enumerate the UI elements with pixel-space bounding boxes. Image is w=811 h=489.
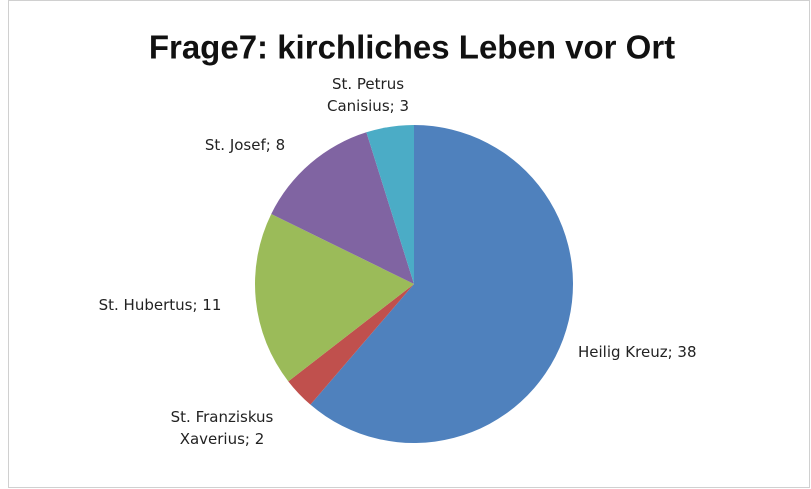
pie-slice <box>254 213 414 382</box>
pie-slice <box>366 125 414 284</box>
data-label: St. Hubertus; 11 <box>98 296 222 314</box>
data-label: St. Josef; 8 <box>204 136 286 154</box>
data-label: St. Franziskus Xaverius; 2 <box>170 408 274 448</box>
data-label: Heilig Kreuz; 38 <box>578 343 697 361</box>
chart-title: Frage7: kirchliches Leben vor Ort <box>149 29 675 66</box>
pie-slice <box>310 125 573 444</box>
data-label: St. Petrus Canisius; 3 <box>326 75 409 115</box>
pie-slice <box>288 284 414 405</box>
pie-slice <box>271 132 414 284</box>
